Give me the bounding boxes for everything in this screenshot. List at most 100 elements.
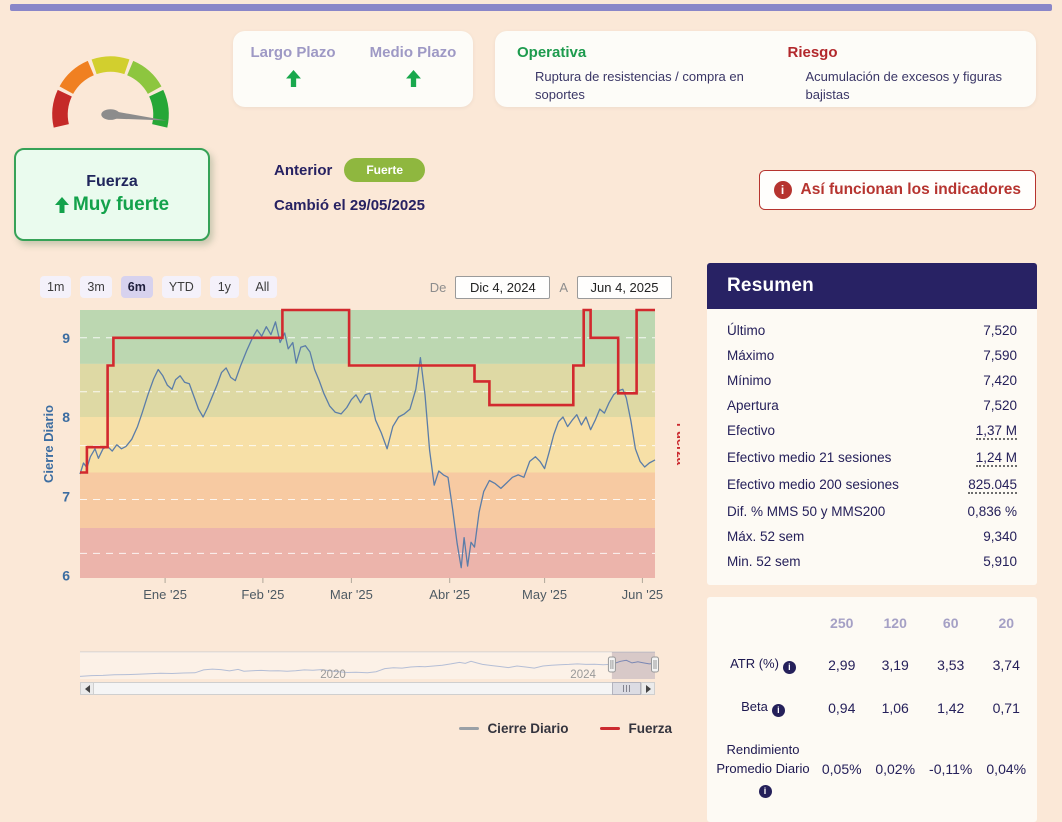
stats-col-header: 120 — [883, 615, 907, 631]
stats-row-atr: ATR (%) i 2,99 3,19 3,53 3,74 — [711, 643, 1033, 686]
svg-text:Mar '25: Mar '25 — [330, 587, 373, 602]
signals-card: Operativa Ruptura de resistencias / comp… — [495, 31, 1036, 107]
info-icon[interactable]: i — [771, 704, 785, 718]
summary-row: Efectivo 1,37 M — [707, 418, 1037, 445]
svg-text:Cierre Diario: Cierre Diario — [41, 405, 56, 483]
operativa-title: Operativa — [517, 44, 587, 61]
date-from-input[interactable] — [455, 275, 551, 299]
summary-row: Efectivo medio 21 sesiones 1,24 M — [707, 445, 1037, 472]
range-button-6m[interactable]: 6m — [120, 276, 153, 298]
summary-row: Apertura 7,520 — [707, 393, 1037, 418]
svg-text:6: 6 — [62, 568, 70, 584]
svg-text:2020: 2020 — [320, 669, 346, 681]
svg-text:7: 7 — [62, 488, 70, 504]
summary-row: Máximo 7,590 — [707, 343, 1037, 368]
date-range-group: De A — [429, 275, 672, 299]
stats-row-label: Rendimiento Promedio Diario — [716, 742, 810, 776]
summary-row-value: 7,520 — [983, 323, 1017, 338]
summary-row-value: 0,836 % — [967, 504, 1017, 519]
summary-row-label: Min. 52 sem — [727, 554, 801, 569]
svg-text:Jun '25: Jun '25 — [622, 587, 664, 602]
legend-label: Fuerza — [628, 721, 672, 736]
up-arrow-icon — [353, 70, 473, 92]
main-row: 1m 3m 6m YTD 1y All De A 6 7 8 9 Ene '25 Feb … — [0, 241, 1062, 822]
summary-row: Efectivo medio 200 sesiones 825.045 — [707, 472, 1037, 499]
stats-value: 0,71 — [992, 699, 1020, 716]
range-button-1m[interactable]: 1m — [40, 276, 72, 298]
how-indicators-work-button[interactable]: i Así funcionan los indicadores — [758, 170, 1036, 210]
operativa-column: Operativa Ruptura de resistencias / comp… — [495, 42, 766, 102]
summary-row: Último 7,520 — [707, 318, 1037, 343]
scrollbar-right-arrow-icon[interactable] — [641, 682, 655, 695]
trend-medio-plazo: Medio Plazo — [353, 31, 473, 107]
svg-text:Feb '25: Feb '25 — [241, 587, 284, 602]
header-row: Largo Plazo Medio Plazo Operativa Ruptur… — [0, 11, 1062, 136]
fuerza-status-card: Fuerza Muy fuerte — [14, 148, 210, 241]
summary-row-value: 5,910 — [983, 554, 1017, 569]
stats-header-row: 250 120 60 20 — [711, 607, 1033, 643]
summary-row: Min. 52 sem 5,910 — [707, 549, 1037, 574]
legend-item-fuerza[interactable]: Fuerza — [600, 721, 672, 736]
stats-row-rendimiento: Rendimiento Promedio Diario i 0,05% 0,02%… — [711, 729, 1033, 810]
stats-value: 0,94 — [828, 699, 856, 716]
changed-date-text: Cambió el 29/05/2025 — [274, 197, 425, 214]
summary-row-label: Efectivo medio 200 sesiones — [727, 477, 899, 492]
summary-row-label: Último — [727, 323, 766, 338]
strength-gauge — [28, 31, 193, 136]
svg-text:Abr '25: Abr '25 — [429, 587, 470, 602]
summary-row-value: 7,420 — [983, 373, 1017, 388]
status-row: Fuerza Muy fuerte Anterior Fuerte Cambió… — [0, 136, 1062, 241]
riesgo-title: Riesgo — [787, 44, 838, 61]
date-to-label: A — [559, 279, 568, 295]
range-button-1y[interactable]: 1y — [209, 276, 239, 298]
stats-value: -0,11% — [929, 761, 973, 778]
summary-row-value: 1,37 M — [975, 423, 1017, 440]
summary-rows: Último 7,520 Máximo 7,590 Mínimo 7,420 Aper… — [707, 309, 1037, 585]
summary-row-label: Dif. % MMS 50 y MMS200 — [727, 504, 886, 519]
indicator-value: Muy fuerte — [54, 194, 170, 216]
chart-column: 1m 3m 6m YTD 1y All De A 6 7 8 9 Ene '25 Feb … — [40, 263, 680, 822]
stats-value: 0,04% — [986, 761, 1027, 778]
navigator-chart[interactable]: 2020 2024 — [40, 648, 680, 682]
stats-value: 3,53 — [937, 656, 965, 673]
previous-status-block: Anterior Fuerte Cambió el 29/05/2025 — [274, 158, 426, 214]
up-arrow-icon — [54, 197, 69, 213]
summary-row-label: Apertura — [727, 398, 779, 413]
scrollbar-left-arrow-icon[interactable] — [80, 682, 94, 695]
indicator-value-text: Muy fuerte — [72, 194, 170, 215]
fuerza-line-swatch — [600, 727, 621, 730]
stats-row-beta: Beta i 0,94 1,06 1,42 0,71 — [711, 686, 1033, 729]
stats-value: 3,74 — [992, 656, 1020, 673]
scrollbar-track[interactable] — [80, 682, 655, 695]
summary-row-value: 7,590 — [983, 348, 1017, 363]
chart-scrollbar — [40, 682, 672, 695]
range-button-all[interactable]: All — [247, 276, 277, 298]
range-button-ytd[interactable]: YTD — [161, 276, 201, 298]
indicator-name: Fuerza — [86, 173, 138, 190]
summary-row-label: Máx. 52 sem — [727, 529, 805, 544]
info-icon[interactable]: i — [782, 661, 796, 675]
summary-row: Dif. % MMS 50 y MMS200 0,836 % — [707, 499, 1037, 524]
scrollbar-thumb[interactable] — [611, 682, 641, 695]
date-from-label: De — [429, 279, 447, 295]
svg-text:8: 8 — [62, 409, 70, 425]
summary-row-value: 1,24 M — [975, 450, 1017, 467]
summary-row: Mínimo 7,420 — [707, 368, 1037, 393]
stats-table: 250 120 60 20 ATR (%) i 2,99 3,19 3,53 3,… — [711, 607, 1033, 810]
date-to-input[interactable] — [577, 275, 672, 299]
range-button-3m[interactable]: 3m — [80, 276, 112, 298]
summary-row-label: Efectivo medio 21 sesiones — [727, 450, 892, 465]
range-selector: 1m 3m 6m YTD 1y All De A — [40, 275, 672, 299]
info-icon: i — [773, 181, 792, 199]
stats-panel: 250 120 60 20 ATR (%) i 2,99 3,19 3,53 3,… — [707, 597, 1037, 822]
summary-row: Máx. 52 sem 9,340 — [707, 524, 1037, 549]
legend-item-cierre-diario[interactable]: Cierre Diario — [459, 721, 568, 736]
trend-card: Largo Plazo Medio Plazo — [233, 31, 473, 107]
stats-value: 1,42 — [937, 699, 965, 716]
riesgo-desc: Acumulación de excesos y figuras bajista… — [805, 69, 1003, 103]
info-icon[interactable]: i — [758, 784, 772, 798]
stats-value: 0,02% — [875, 761, 916, 778]
gauge-icon — [52, 56, 169, 128]
info-button-label: Así funcionan los indicadores — [800, 181, 1021, 198]
summary-row-value: 825.045 — [968, 477, 1017, 494]
